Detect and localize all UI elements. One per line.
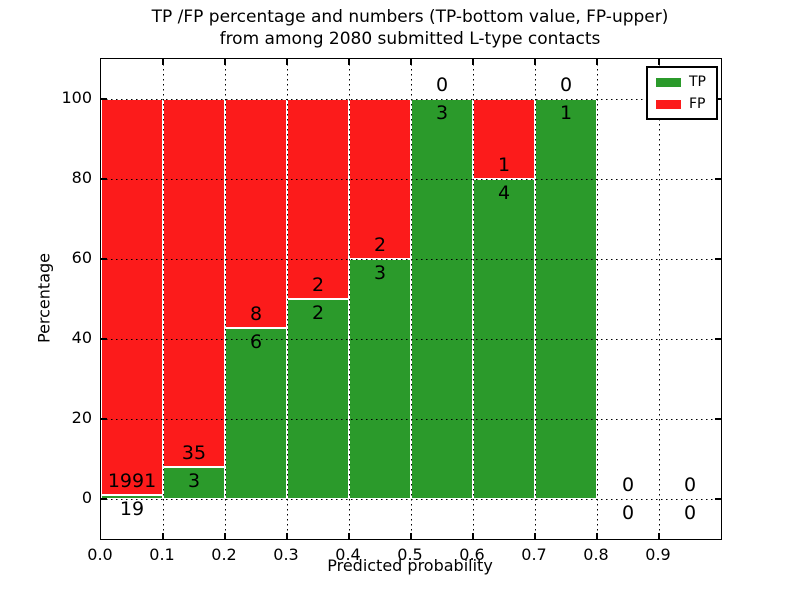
tp-count-label: 19 — [119, 498, 145, 521]
chart-title: TP /FP percentage and numbers (TP-bottom… — [100, 6, 720, 50]
legend: TP FP — [646, 66, 718, 120]
x-tick-label: 0.9 — [645, 545, 671, 564]
y-tick-label: 60 — [71, 248, 92, 267]
tp-count-label: 3 — [373, 262, 387, 284]
tp-bar-segment — [535, 99, 597, 499]
legend-entry-fp: FP — [656, 97, 708, 111]
x-tick-label: 0.6 — [459, 545, 485, 564]
fp-count-label: 8 — [249, 302, 263, 325]
legend-label-fp: FP — [689, 96, 706, 112]
legend-entry-tp: TP — [656, 75, 708, 89]
x-axis-label: Predicted probability — [327, 556, 493, 575]
x-tick-mark — [472, 59, 474, 65]
y-tick-mark — [715, 178, 721, 180]
x-tick-mark — [472, 533, 474, 539]
fp-count-label: 1991 — [107, 470, 157, 493]
x-tick-mark — [410, 533, 412, 539]
x-tick-label: 0.4 — [335, 545, 361, 564]
y-tick-mark — [715, 258, 721, 260]
tp-count-label: 1 — [559, 102, 573, 124]
y-tick-mark — [101, 498, 107, 500]
x-tick-mark — [534, 533, 536, 539]
y-tick-mark — [101, 258, 107, 260]
x-tick-mark — [596, 59, 598, 65]
x-tick-mark — [658, 533, 660, 539]
tp-count-label: 3 — [187, 470, 201, 493]
legend-label-tp: TP — [689, 74, 706, 90]
fp-color-swatch — [656, 99, 681, 109]
x-tick-mark — [348, 533, 350, 539]
plot-area: 1991 19 35 3 8 6 2 2 2 3 0 3 1 4 0 1 0 0 0 0 — [100, 58, 722, 540]
fp-count-label: 1 — [497, 154, 511, 176]
y-tick-label: 20 — [71, 408, 92, 427]
tp-count-label: 2 — [311, 302, 325, 324]
x-tick-label: 0.0 — [87, 545, 113, 564]
fp-count-label: 0 — [621, 474, 635, 496]
x-tick-mark — [224, 59, 226, 65]
y-tick-label: 40 — [71, 328, 92, 347]
tp-count-label: 3 — [435, 102, 449, 124]
y-tick-mark — [101, 418, 107, 420]
x-gridline — [162, 59, 164, 539]
x-tick-label: 0.8 — [583, 545, 609, 564]
y-tick-mark — [101, 178, 107, 180]
fp-count-label: 35 — [181, 442, 207, 465]
fp-count-label: 2 — [373, 234, 387, 256]
y-tick-label: 80 — [71, 168, 92, 187]
chart-title-line2: from among 2080 submitted L-type contact… — [219, 29, 601, 49]
tp-count-label: 6 — [249, 330, 263, 353]
x-tick-mark — [162, 59, 164, 65]
fp-count-label: 0 — [559, 74, 573, 96]
y-tick-label: 100 — [61, 88, 92, 107]
x-tick-mark — [162, 533, 164, 539]
fp-bar-segment — [101, 99, 163, 496]
x-tick-mark — [534, 59, 536, 65]
x-tick-mark — [224, 533, 226, 539]
x-gridline — [596, 59, 598, 539]
fp-count-label: 0 — [683, 474, 697, 496]
x-gridline — [534, 59, 536, 539]
tp-count-label: 0 — [683, 502, 697, 524]
x-gridline — [286, 59, 288, 539]
tp-bar-segment — [287, 299, 349, 499]
fp-bar-segment — [287, 99, 349, 299]
tp-color-swatch — [656, 77, 681, 87]
x-tick-label: 0.2 — [211, 545, 237, 564]
y-tick-mark — [715, 338, 721, 340]
x-tick-mark — [348, 59, 350, 65]
tp-bar-segment — [349, 259, 411, 499]
y-tick-mark — [715, 498, 721, 500]
x-tick-mark — [286, 533, 288, 539]
tp-count-label: 0 — [621, 502, 635, 524]
x-tick-mark — [596, 533, 598, 539]
x-gridline — [348, 59, 350, 539]
fp-bar-segment — [163, 99, 225, 468]
y-tick-mark — [101, 338, 107, 340]
x-tick-mark — [658, 59, 660, 65]
tp-bar-segment — [225, 327, 287, 499]
x-tick-mark — [286, 59, 288, 65]
y-tick-mark — [715, 98, 721, 100]
x-gridline — [472, 59, 474, 539]
y-tick-mark — [715, 418, 721, 420]
tp-count-label: 4 — [497, 182, 511, 204]
x-tick-label: 0.3 — [273, 545, 299, 564]
x-tick-mark — [410, 59, 412, 65]
y-tick-mark — [101, 98, 107, 100]
x-tick-label: 0.1 — [149, 545, 175, 564]
fp-count-label: 2 — [311, 274, 325, 296]
x-gridline — [410, 59, 412, 539]
tp-bar-segment — [411, 99, 473, 499]
fp-count-label: 0 — [435, 74, 449, 96]
fp-bar-segment — [225, 99, 287, 328]
y-tick-label: 0 — [81, 488, 92, 507]
x-gridline — [658, 59, 660, 539]
x-gridline — [224, 59, 226, 539]
chart-title-line1: TP /FP percentage and numbers (TP-bottom… — [151, 7, 669, 27]
x-tick-label: 0.7 — [521, 545, 547, 564]
x-tick-label: 0.5 — [397, 545, 423, 564]
